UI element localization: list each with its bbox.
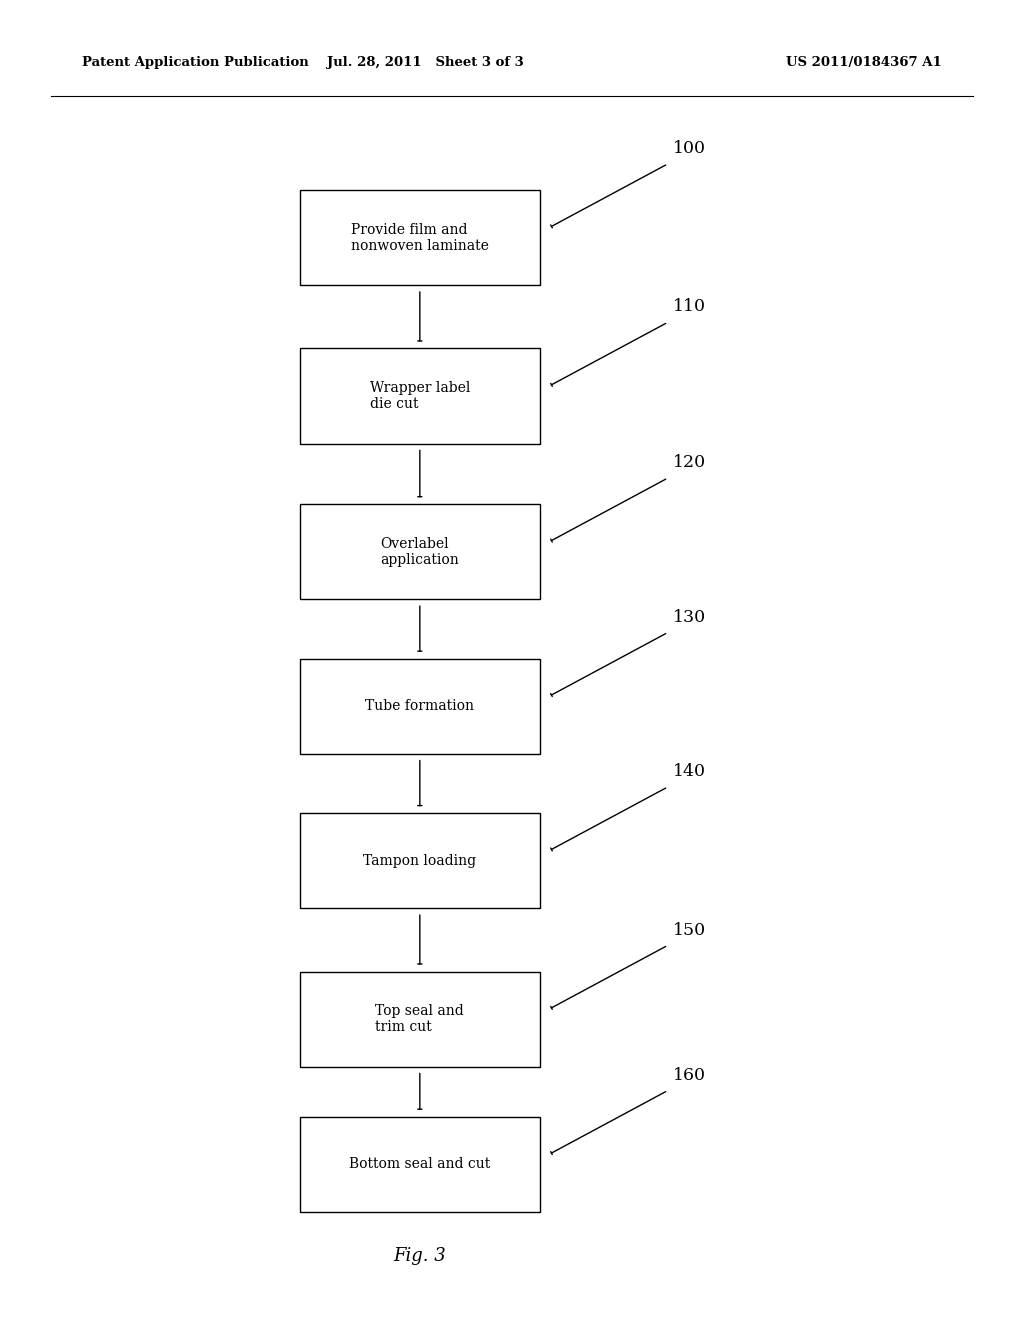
Text: 130: 130 bbox=[674, 609, 707, 626]
Text: Tampon loading: Tampon loading bbox=[364, 854, 476, 867]
Bar bbox=[299, 813, 541, 908]
Text: 100: 100 bbox=[674, 140, 707, 157]
Bar bbox=[299, 659, 541, 754]
Text: 140: 140 bbox=[674, 763, 707, 780]
Text: Tube formation: Tube formation bbox=[366, 700, 474, 713]
Text: Jul. 28, 2011   Sheet 3 of 3: Jul. 28, 2011 Sheet 3 of 3 bbox=[327, 55, 523, 69]
Text: US 2011/0184367 A1: US 2011/0184367 A1 bbox=[786, 55, 942, 69]
Bar bbox=[299, 348, 541, 444]
Text: Overlabel
application: Overlabel application bbox=[381, 537, 459, 566]
Text: 160: 160 bbox=[674, 1067, 707, 1084]
Text: 110: 110 bbox=[674, 298, 707, 315]
Text: Patent Application Publication: Patent Application Publication bbox=[82, 55, 308, 69]
Text: Wrapper label
die cut: Wrapper label die cut bbox=[370, 381, 470, 411]
Text: Fig. 3: Fig. 3 bbox=[393, 1246, 446, 1265]
Text: Bottom seal and cut: Bottom seal and cut bbox=[349, 1158, 490, 1171]
Text: 120: 120 bbox=[674, 454, 707, 471]
Text: Top seal and
trim cut: Top seal and trim cut bbox=[376, 1005, 464, 1034]
Text: 150: 150 bbox=[674, 921, 707, 939]
Text: Provide film and
nonwoven laminate: Provide film and nonwoven laminate bbox=[351, 223, 488, 252]
Bar bbox=[299, 190, 541, 285]
Bar bbox=[299, 1117, 541, 1212]
Bar bbox=[299, 972, 541, 1067]
Bar bbox=[299, 504, 541, 599]
